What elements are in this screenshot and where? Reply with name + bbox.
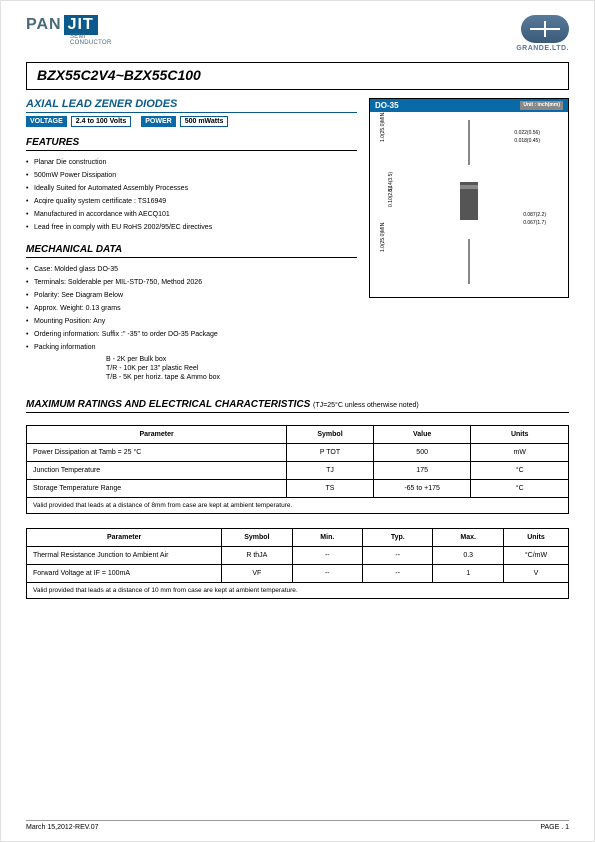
max-ratings-note: (TJ=25°C unless otherwise noted) [313,402,419,409]
mech-item: Packing information [26,341,357,354]
th-min: Min. [292,529,362,547]
packing-info: B - 2K per Bulk box [26,356,357,363]
dim-body-w-1: 0.087(2.2) [523,212,546,218]
dim-lead-dia-2: 0.018(0.45) [514,138,540,144]
power-label: POWER [141,116,175,127]
th-param: Parameter [27,529,222,547]
features-list: Planar Die construction 500mW Power Diss… [26,156,357,234]
feature-item: Acqire quality system certificate : TS16… [26,195,357,208]
spec-badges: VOLTAGE 2.4 to 100 Volts POWER 500 mWatt… [26,116,357,127]
page-footer: March 15,2012-REV.07 PAGE . 1 [26,820,569,831]
package-diagram-column: DO-35 Unit : inch(mm) 0.022(0.56) 0.018(… [369,98,569,381]
table-2-note: Valid provided that leads at a distance … [26,583,569,599]
mech-item: Terminals: Solderable per MIL-STD-750, M… [26,276,357,289]
logo-sub-text: SEMI CONDUCTOR [70,34,112,46]
dim-body-len-2: 0.10(2.5) [388,187,394,207]
diode-lead-top [468,120,470,165]
grande-text: GRANDE.LTD. [516,45,569,52]
part-number-box: BZX55C2V4~BZX55C100 [26,62,569,90]
panjit-logo: PAN JIT SEMI CONDUCTOR [26,15,112,46]
th-max: Max. [433,529,503,547]
feature-item: Manufactured in accordance with AECQ101 [26,208,357,221]
th-param: Parameter [27,426,287,444]
voltage-value: 2.4 to 100 Volts [71,116,131,127]
product-subtitle: AXIAL LEAD ZENER DIODES [26,98,357,113]
dim-lead-len-bot: 1.0(25.0)MIN. [380,221,386,252]
package-type: DO-35 [375,101,399,110]
feature-item: Lead free in comply with EU RoHS 2002/95… [26,221,357,234]
diode-cathode-band [460,185,478,189]
dim-lead-dia-1: 0.022(0.56) [514,130,540,136]
th-symbol: Symbol [287,426,374,444]
ratings-table-1: Parameter Symbol Value Units Power Dissi… [26,425,569,498]
packing-info: T/R - 10K per 13" plastic Reel [26,365,357,372]
mechanical-title: MECHANICAL DATA [26,244,357,258]
feature-item: 500mW Power Dissipation [26,169,357,182]
th-units: Units [471,426,569,444]
table-row: Junction Temperature TJ 175 °C [27,462,569,480]
feature-item: Ideally Suited for Automated Assembly Pr… [26,182,357,195]
package-unit: Unit : inch(mm) [520,101,563,110]
th-typ: Typ. [363,529,433,547]
grande-icon [521,15,569,43]
dim-body-w-2: 0.067(1.7) [523,220,546,226]
ratings-table-2: Parameter Symbol Min. Typ. Max. Units Th… [26,528,569,583]
th-units: Units [503,529,568,547]
page-header: PAN JIT SEMI CONDUCTOR GRANDE.LTD. [1,1,594,52]
dim-lead-len-top: 1.0(25.0)MIN. [380,111,386,142]
table-row: Thermal Resistance Junction to Ambient A… [27,547,569,565]
page-content: BZX55C2V4~BZX55C100 AXIAL LEAD ZENER DIO… [1,52,594,599]
features-title: FEATURES [26,137,357,151]
packing-info: T/B - 5K per horiz. tape & Ammo box [26,374,357,381]
logo-pan-text: PAN [26,16,62,34]
left-column: AXIAL LEAD ZENER DIODES VOLTAGE 2.4 to 1… [26,98,357,381]
footer-date: March 15,2012-REV.07 [26,824,99,831]
mech-item: Mounting Position: Any [26,315,357,328]
footer-page: PAGE . 1 [540,824,569,831]
mechanical-list: Case: Molded glass DO-35 Terminals: Sold… [26,263,357,354]
table-row: Forward Voltage at IF = 100mA VF -- -- 1… [27,565,569,583]
mech-item: Case: Molded glass DO-35 [26,263,357,276]
grande-logo: GRANDE.LTD. [516,15,569,52]
package-outline-box: DO-35 Unit : inch(mm) 0.022(0.56) 0.018(… [369,98,569,298]
th-symbol: Symbol [222,529,292,547]
logo-jit-text: JIT [64,15,98,35]
mech-item: Approx. Weight: 0.13 grams [26,302,357,315]
th-value: Value [373,426,471,444]
table-row: Storage Temperature Range TS -65 to +175… [27,480,569,498]
max-ratings-title: MAXIMUM RATINGS AND ELECTRICAL CHARACTER… [26,399,569,413]
voltage-label: VOLTAGE [26,116,67,127]
table-row: Power Dissipation at Tamb = 25 °C P TOT … [27,444,569,462]
table-1-note: Valid provided that leads at a distance … [26,498,569,514]
diode-diagram: 0.022(0.56) 0.018(0.45) 1.0(25.0)MIN. 0.… [370,112,568,292]
max-ratings-title-text: MAXIMUM RATINGS AND ELECTRICAL CHARACTER… [26,399,310,410]
feature-item: Planar Die construction [26,156,357,169]
part-number: BZX55C2V4~BZX55C100 [37,67,201,83]
mech-item: Polarity: See Diagram Below [26,289,357,302]
mech-item: Ordering information: Suffix :" -35" to … [26,328,357,341]
power-value: 500 mWatts [180,116,229,127]
diode-lead-bottom [468,239,470,284]
